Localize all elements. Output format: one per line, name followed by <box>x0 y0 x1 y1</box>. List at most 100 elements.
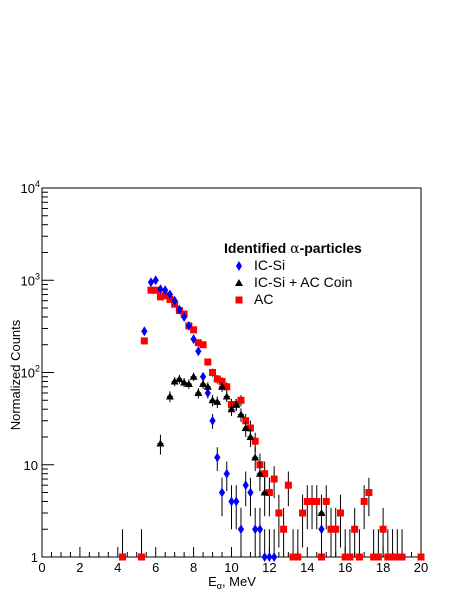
data-point <box>241 424 250 432</box>
data-point <box>260 488 269 496</box>
data-point <box>200 371 207 382</box>
data-point <box>365 489 373 497</box>
data-point <box>360 497 368 505</box>
x-tick-label: 6 <box>152 560 159 575</box>
data-point <box>194 339 202 347</box>
data-point <box>119 553 127 561</box>
data-point <box>389 553 397 561</box>
data-point <box>141 326 148 337</box>
data-point <box>204 387 211 398</box>
data-point <box>275 509 283 517</box>
y-tick-label: 1 <box>31 550 38 565</box>
data-point <box>190 326 198 334</box>
data-point <box>218 377 226 385</box>
data-point <box>271 552 278 562</box>
x-tick-label: 16 <box>338 560 352 575</box>
data-point <box>322 497 330 505</box>
data-point <box>237 396 245 404</box>
data-point <box>195 346 202 357</box>
series-triangle <box>156 372 326 548</box>
x-tick-label: 14 <box>300 560 314 575</box>
data-point <box>199 380 208 388</box>
data-point <box>233 496 240 507</box>
data-point <box>147 286 155 294</box>
data-point <box>398 553 406 561</box>
data-point <box>170 377 179 385</box>
legend-entry-label: IC-Si <box>254 257 285 273</box>
y-tick-label: 104 <box>21 179 40 196</box>
data-point <box>336 509 344 517</box>
data-point <box>156 439 165 447</box>
data-point <box>190 334 197 345</box>
data-point <box>227 405 236 413</box>
data-point <box>185 320 192 331</box>
y-axis-title: Normalized Counts <box>8 319 23 430</box>
x-tick-label: 2 <box>76 560 83 575</box>
data-point <box>303 497 311 505</box>
data-point <box>265 489 273 497</box>
x-tick-label: 4 <box>114 560 121 575</box>
series-diamond <box>141 275 325 562</box>
data-point <box>246 424 254 432</box>
data-point <box>242 480 249 491</box>
data-point <box>219 487 226 498</box>
data-point <box>218 382 227 390</box>
data-point <box>209 415 216 426</box>
data-point <box>165 392 174 400</box>
data-point <box>189 372 198 380</box>
y-tick-label: 103 <box>21 271 40 288</box>
data-point <box>203 382 212 390</box>
data-point <box>181 311 188 322</box>
data-point <box>137 553 145 561</box>
series-square <box>119 286 425 561</box>
data-point <box>156 293 164 301</box>
data-point <box>379 525 387 533</box>
data-point <box>175 375 184 383</box>
data-point <box>327 525 335 533</box>
data-point <box>299 509 307 517</box>
data-point <box>284 481 292 489</box>
data-point <box>374 553 382 561</box>
data-point <box>213 375 221 383</box>
data-point <box>152 275 159 286</box>
data-point <box>223 383 231 391</box>
data-point <box>332 525 340 533</box>
x-axis-label: Eα, MeV <box>208 574 256 591</box>
data-point <box>235 279 243 286</box>
data-point <box>261 470 269 478</box>
data-point <box>251 453 260 461</box>
data-point <box>317 508 326 516</box>
data-point <box>289 553 297 561</box>
data-point <box>147 277 154 288</box>
data-point <box>213 397 222 405</box>
data-point <box>162 285 169 296</box>
data-point <box>246 432 255 440</box>
data-point <box>222 392 231 400</box>
data-point <box>237 524 244 535</box>
data-point <box>235 296 243 304</box>
data-point <box>161 292 169 300</box>
x-tick-label: 12 <box>262 560 276 575</box>
data-point <box>256 524 263 535</box>
data-point <box>247 487 254 498</box>
x-axis-title: Eα, MeV <box>208 574 256 591</box>
x-tick-label: 20 <box>414 560 428 575</box>
y-tick-label: 102 <box>21 364 40 381</box>
data-point <box>166 289 173 300</box>
data-point <box>313 497 321 505</box>
data-point <box>370 553 378 561</box>
data-point <box>270 475 278 483</box>
data-point <box>346 553 354 561</box>
x-tick-label: 18 <box>376 560 390 575</box>
x-tick-label: 0 <box>38 560 45 575</box>
data-point <box>204 358 212 366</box>
data-point <box>157 284 164 295</box>
data-point <box>341 553 349 561</box>
data-point <box>261 552 268 562</box>
data-point <box>140 337 148 345</box>
data-point <box>176 304 183 315</box>
data-point <box>355 553 363 561</box>
data-point <box>152 286 160 294</box>
